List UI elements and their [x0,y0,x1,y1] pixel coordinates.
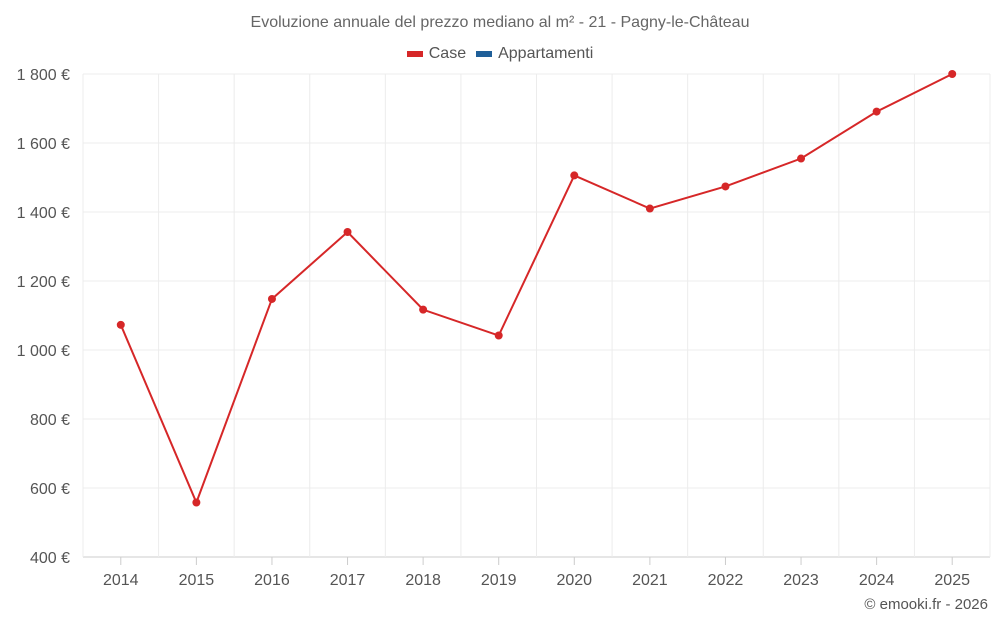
x-tick-label: 2018 [405,572,441,589]
data-point [645,204,654,213]
y-tick-label: 1 000 € [17,343,70,360]
y-tick-label: 1 600 € [17,136,70,153]
legend: Case Appartamenti [0,45,1000,63]
credit-text: © emooki.fr - 2026 [864,596,988,613]
data-point [116,320,125,329]
legend-swatch-appartamenti [476,51,493,57]
data-point [570,171,579,180]
x-tick-label: 2025 [934,572,970,589]
x-tick-label: 2016 [254,572,290,589]
y-tick-label: 1 200 € [17,274,70,291]
x-tick-label: 2019 [481,572,517,589]
x-tick-label: 2021 [632,572,668,589]
x-tick-label: 2020 [556,572,592,589]
chart-title: Evoluzione annuale del prezzo mediano al… [250,14,750,31]
data-point [797,154,806,163]
x-tick-label: 2022 [708,572,744,589]
x-tick-label: 2024 [859,572,895,589]
data-point [494,331,503,340]
data-point [267,294,276,303]
data-point [948,70,957,78]
y-tick-label: 800 € [30,412,70,429]
y-tick-label: 400 € [30,550,70,567]
legend-label-case: Case [428,45,467,62]
x-tick-label: 2015 [179,572,215,589]
y-tick-label: 600 € [30,481,70,498]
legend-label-appartamenti: Appartamenti [498,45,594,62]
data-point [343,228,352,237]
y-tick-label: 1 400 € [17,205,70,222]
legend-item-appartamenti[interactable]: Appartamenti [476,45,593,63]
legend-swatch-case [406,51,423,57]
legend-item-case[interactable]: Case [406,45,467,63]
x-tick-label: 2023 [783,572,819,589]
x-tick-label: 2014 [103,572,139,589]
y-tick-label: 1 800 € [17,67,70,84]
data-point [721,182,730,191]
series-line-case [119,73,953,506]
data-point [419,305,428,314]
data-point [872,107,881,116]
data-point [192,498,201,507]
x-tick-label: 2017 [330,572,366,589]
